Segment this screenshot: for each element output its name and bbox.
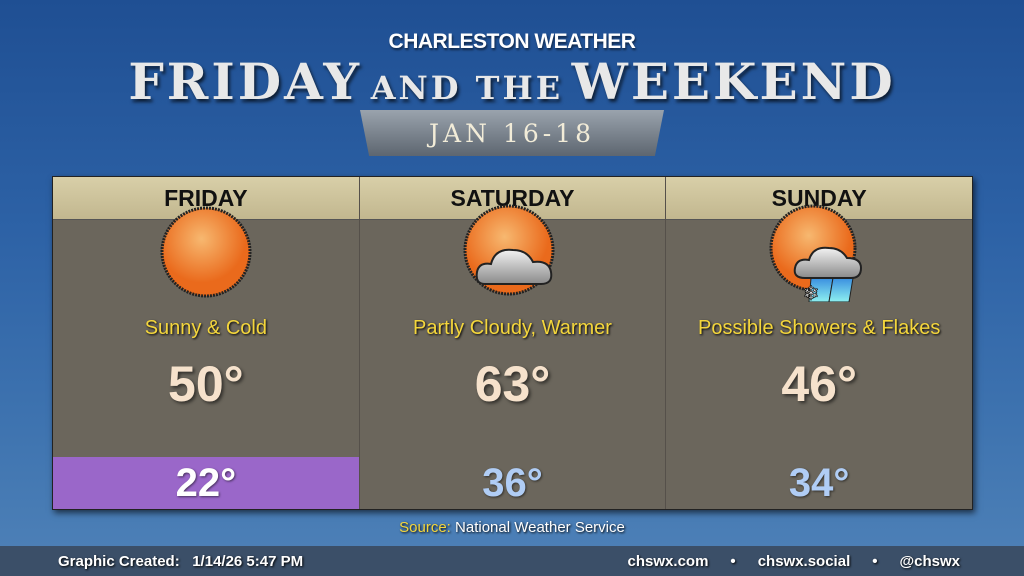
low-temp: 22°	[53, 457, 359, 509]
forecast-table: FRIDAY Sunny & Cold 50° 22° SATURDAY Par…	[52, 176, 973, 510]
title-word: FRIDAY	[128, 52, 363, 111]
footer-bar: Graphic Created: 1/14/26 5:47 PM chswx.c…	[0, 546, 1024, 576]
created-value: 1/14/26 5:47 PM	[192, 552, 304, 570]
day-column-friday: FRIDAY Sunny & Cold 50° 22°	[53, 177, 360, 509]
high-temp: 50°	[168, 356, 244, 412]
condition-text: Partly Cloudy, Warmer	[413, 317, 612, 339]
graphic-created: Graphic Created: 1/14/26 5:47 PM	[58, 553, 303, 570]
partly-cloudy-icon	[463, 204, 554, 296]
high-temp: 46°	[781, 356, 857, 412]
title-word: WEEKEND	[571, 52, 896, 111]
sun-icon	[160, 206, 252, 298]
created-label: Graphic Created:	[58, 552, 180, 570]
main-title: FRIDAY AND THE WEEKEND	[0, 52, 1024, 111]
source-label: Source:	[399, 519, 451, 536]
separator: •	[872, 552, 878, 570]
day-header: SATURDAY	[359, 177, 666, 220]
low-temp: 34°	[788, 460, 850, 505]
svg-text:❄: ❄	[803, 283, 820, 302]
condition-text: Possible Showers & Flakes	[698, 317, 941, 339]
showers-snow-icon: ❄	[769, 204, 863, 302]
condition-text: Sunny & Cold	[144, 317, 267, 339]
separator: •	[730, 552, 736, 570]
high-temp: 63°	[474, 356, 551, 412]
kicker-title: CHARLESTON WEATHER	[388, 30, 636, 53]
day-column-sunday: SUNDAY ❄ Possible Showers & Flakes 46° 3…	[666, 177, 973, 509]
footer-links: chswx.com • chswx.social • @chswx	[628, 553, 960, 570]
link-handle[interactable]: @chswx	[899, 552, 960, 570]
link-website[interactable]: chswx.com	[627, 552, 709, 570]
title-word: AND THE	[370, 69, 564, 107]
link-social[interactable]: chswx.social	[757, 552, 851, 570]
source-credit: Source: National Weather Service	[0, 519, 1024, 536]
source-value: National Weather Service	[455, 519, 625, 536]
day-column-saturday: SATURDAY Partly Cloudy, Warmer 63° 36°	[359, 177, 667, 509]
date-range-banner: JAN 16-18	[360, 110, 664, 156]
low-temp: 36°	[482, 460, 543, 505]
